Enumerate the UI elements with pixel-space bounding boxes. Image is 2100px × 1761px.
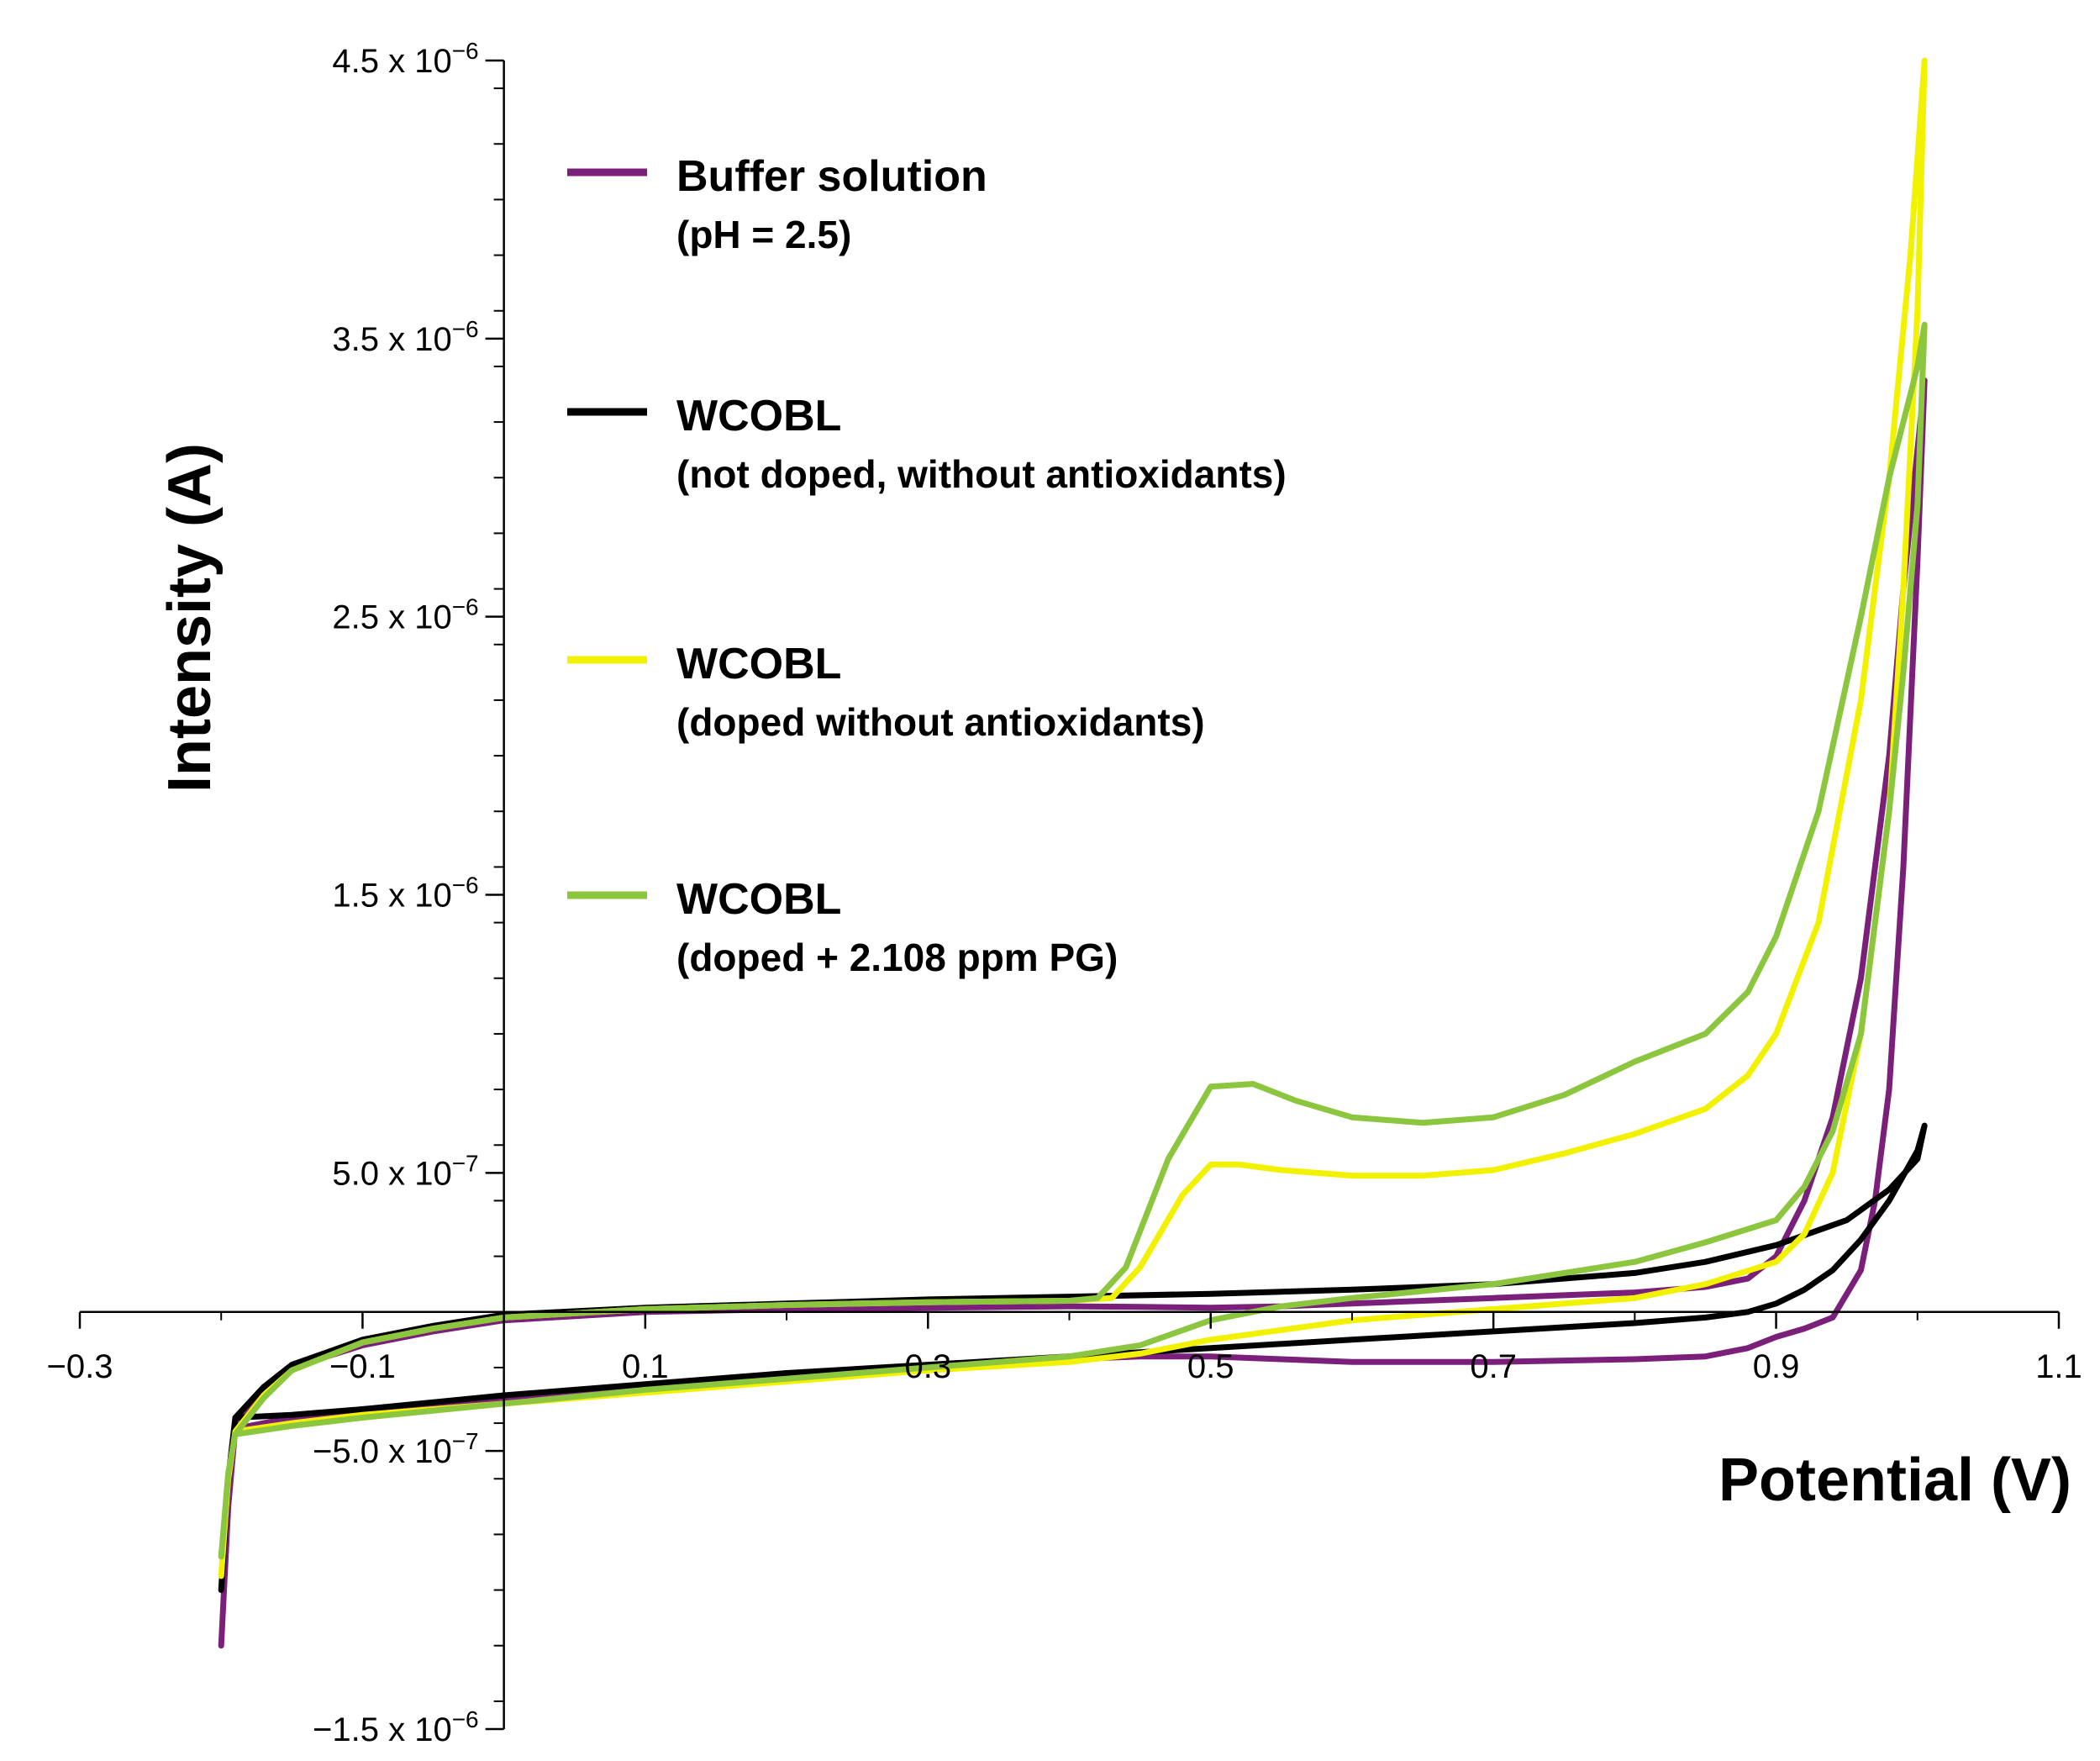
y-axis-title: Intensity (A) <box>156 443 224 793</box>
y-tick-label: 4.5 x 10−6 <box>332 38 478 80</box>
y-tick-label: 1.5 x 10−6 <box>332 873 478 915</box>
legend-sublabel: (doped + 2.108 ppm PG) <box>676 936 1118 979</box>
y-tick-label: 2.5 x 10−6 <box>332 594 478 636</box>
legend-label: Buffer solution <box>676 152 987 201</box>
legend-label: WCOBL <box>676 875 841 924</box>
legend-label: WCOBL <box>676 392 841 440</box>
y-tick-label: −1.5 x 10−6 <box>313 1706 479 1748</box>
legend-sublabel: (pH = 2.5) <box>676 213 851 256</box>
x-axis-title: Potential (V) <box>1718 1447 2071 1514</box>
x-tick-label: 0.9 <box>1753 1348 1800 1385</box>
y-tick-label: 5.0 x 10−7 <box>332 1150 478 1192</box>
series-layer <box>218 57 1928 1649</box>
y-tick-label: 3.5 x 10−6 <box>332 316 478 358</box>
x-tick-label: 1.1 <box>2035 1348 2082 1385</box>
x-tick-label: 0.1 <box>622 1348 669 1385</box>
x-tick-label: −0.3 <box>47 1348 113 1385</box>
series-line <box>218 57 1928 1579</box>
y-tick-label: −5.0 x 10−7 <box>313 1428 479 1470</box>
x-tick-label: 0.5 <box>1187 1348 1234 1385</box>
x-tick-label: −0.1 <box>329 1348 396 1385</box>
legend-sublabel: (doped without antioxidants) <box>676 700 1205 744</box>
series-line <box>218 321 1928 1560</box>
x-tick-label: 0.3 <box>904 1348 951 1385</box>
x-tick-label: 0.7 <box>1470 1348 1517 1385</box>
legend: Buffer solution (pH = 2.5) WCOBL (not doped… <box>567 152 1287 979</box>
axes-layer: 4.5 x 10−6 3.5 x 10−6 2.5 x 10−6 1.5 x 10−6… <box>47 38 2082 1748</box>
series-line <box>218 377 1928 1649</box>
legend-label: WCOBL <box>676 640 841 688</box>
legend-sublabel: (not doped, without antioxidants) <box>676 452 1287 496</box>
